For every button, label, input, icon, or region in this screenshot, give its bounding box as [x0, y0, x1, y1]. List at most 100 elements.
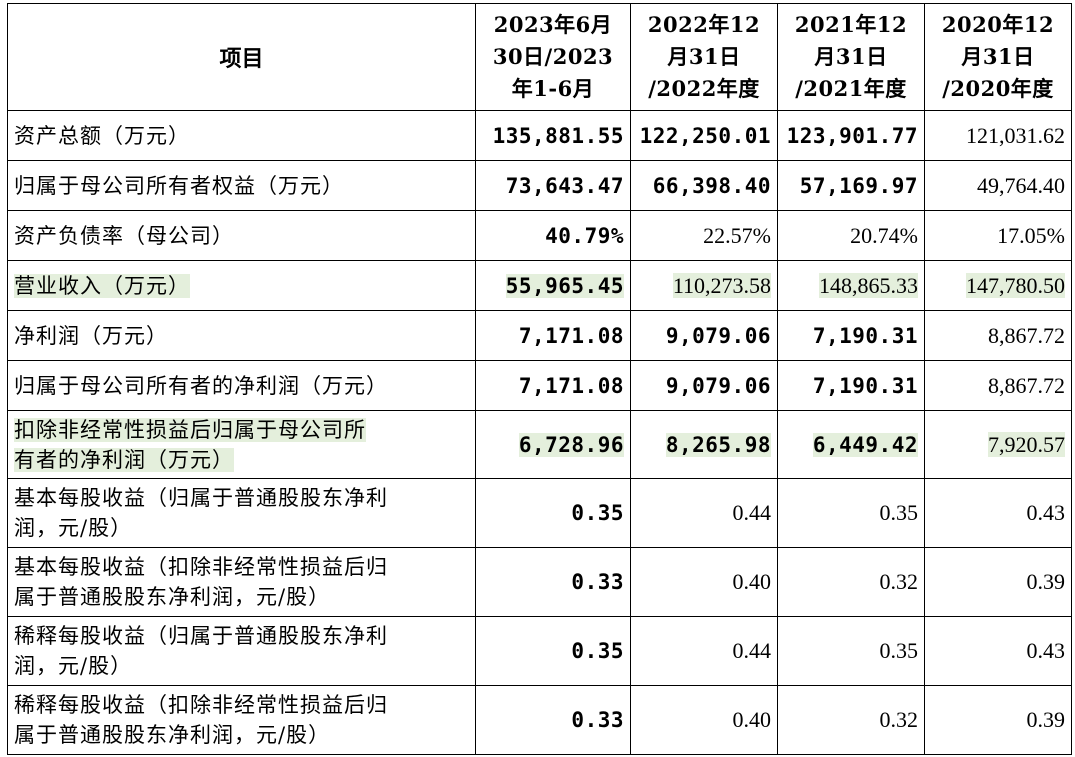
- label-line: 稀释每股收益（归属于普通股股东净利: [14, 624, 388, 648]
- row-label: 基本每股收益（扣除非经常性损益后归 属于普通股股东净利润，元/股）: [7, 547, 476, 617]
- value-cell: 0.43: [924, 616, 1072, 686]
- value-cell: 9,079.06: [630, 310, 778, 361]
- highlighted-text: 8,265.98: [665, 432, 771, 457]
- header-line: 月31日: [814, 44, 888, 69]
- value-cell: 7,171.08: [475, 310, 631, 361]
- row-label: 资产总额（万元）: [7, 110, 476, 161]
- value-cell: 17.05%: [924, 210, 1072, 261]
- value-cell: 135,881.55: [475, 110, 631, 161]
- value-cell: 0.33: [475, 685, 631, 755]
- label-line: 润，元/股）: [14, 516, 133, 540]
- value-cell: 0.33: [475, 547, 631, 617]
- value-cell: 0.32: [777, 547, 925, 617]
- highlighted-text: 148,865.33: [819, 272, 918, 298]
- label-line: 基本每股收益（扣除非经常性损益后归: [14, 555, 388, 579]
- value-cell: 7,171.08: [475, 360, 631, 411]
- value-cell: 49,764.40: [924, 160, 1072, 211]
- label-line: 扣除非经常性损益后归属于母公司所: [14, 415, 469, 445]
- header-col-2022: 2022年12 月31日 /2022年度: [630, 3, 778, 111]
- value-cell: 0.35: [777, 616, 925, 686]
- header-col-2023h1: 2023年6月 30日/2023 年1-6月: [475, 3, 631, 111]
- table-row: 稀释每股收益（归属于普通股股东净利 润，元/股） 0.35 0.44 0.35 …: [7, 616, 1072, 686]
- value-cell: 7,190.31: [777, 310, 925, 361]
- value-cell: 6,728.96: [475, 410, 631, 479]
- value-cell: 123,901.77: [777, 110, 925, 161]
- value-cell: 0.43: [924, 478, 1072, 548]
- highlighted-text: 110,273.58: [672, 272, 771, 298]
- table-row: 扣除非经常性损益后归属于母公司所 有者的净利润（万元） 6,728.96 8,2…: [7, 410, 1072, 479]
- label-line: 属于普通股股东净利润，元/股）: [14, 585, 331, 609]
- highlighted-text: 6,728.96: [518, 432, 624, 457]
- header-line: 2023年6月: [493, 12, 613, 37]
- value-cell: 22.57%: [630, 210, 778, 261]
- highlighted-text: 147,780.50: [966, 272, 1065, 298]
- value-cell: 8,265.98: [630, 410, 778, 479]
- highlighted-text: 有者的净利润（万元）: [14, 447, 234, 472]
- row-label: 归属于母公司所有者的净利润（万元）: [7, 360, 476, 411]
- header-col-2020: 2020年12 月31日 /2020年度: [924, 3, 1072, 111]
- row-label: 资产负债率（母公司）: [7, 210, 476, 261]
- table-row: 归属于母公司所有者的净利润（万元） 7,171.08 9,079.06 7,19…: [7, 360, 1072, 411]
- value-cell: 6,449.42: [777, 410, 925, 479]
- value-cell: 0.39: [924, 685, 1072, 755]
- row-label: 稀释每股收益（归属于普通股股东净利 润，元/股）: [7, 616, 476, 686]
- value-cell: 0.35: [777, 478, 925, 548]
- label-line: 基本每股收益（归属于普通股股东净利: [14, 486, 388, 510]
- header-item: 项目: [7, 3, 476, 111]
- highlighted-text: 7,920.57: [988, 431, 1065, 457]
- highlighted-text: 营业收入（万元）: [14, 273, 190, 298]
- value-cell: 9,079.06: [630, 360, 778, 411]
- header-line: 2021年12: [794, 12, 908, 37]
- value-cell: 8,867.72: [924, 360, 1072, 411]
- header-col-2021: 2021年12 月31日 /2021年度: [777, 3, 925, 111]
- header-line: 年1-6月: [511, 76, 595, 101]
- header-line: 月31日: [667, 44, 741, 69]
- value-cell: 66,398.40: [630, 160, 778, 211]
- value-cell: 8,867.72: [924, 310, 1072, 361]
- value-cell: 40.79%: [475, 210, 631, 261]
- value-cell: 73,643.47: [475, 160, 631, 211]
- value-cell: 7,920.57: [924, 410, 1072, 479]
- header-line: /2020年度: [942, 76, 1054, 101]
- header-line: /2021年度: [795, 76, 907, 101]
- row-label: 净利润（万元）: [7, 310, 476, 361]
- value-cell: 20.74%: [777, 210, 925, 261]
- header-line: 2022年12: [647, 12, 761, 37]
- table-row: 基本每股收益（归属于普通股股东净利 润，元/股） 0.35 0.44 0.35 …: [7, 478, 1072, 548]
- row-label: 基本每股收益（归属于普通股股东净利 润，元/股）: [7, 478, 476, 548]
- row-label: 扣除非经常性损益后归属于母公司所 有者的净利润（万元）: [7, 410, 476, 479]
- value-cell: 0.32: [777, 685, 925, 755]
- value-cell: 147,780.50: [924, 260, 1072, 311]
- table-row: 归属于母公司所有者权益（万元） 73,643.47 66,398.40 57,1…: [7, 160, 1072, 211]
- label-line: 属于普通股股东净利润，元/股）: [14, 723, 331, 747]
- highlighted-text: 6,449.42: [812, 432, 918, 457]
- table-row: 稀释每股收益（扣除非经常性损益后归 属于普通股股东净利润，元/股） 0.33 0…: [7, 685, 1072, 755]
- value-cell: 0.35: [475, 616, 631, 686]
- table-row: 资产负债率（母公司） 40.79% 22.57% 20.74% 17.05%: [7, 210, 1072, 261]
- header-row: 项目 2023年6月 30日/2023 年1-6月 2022年12 月31日 /…: [7, 3, 1072, 111]
- row-label: 稀释每股收益（扣除非经常性损益后归 属于普通股股东净利润，元/股）: [7, 685, 476, 755]
- table-row: 营业收入（万元） 55,965.45 110,273.58 148,865.33…: [7, 260, 1072, 311]
- highlighted-text: 扣除非经常性损益后归属于母公司所: [14, 417, 366, 442]
- financial-summary-table: 项目 2023年6月 30日/2023 年1-6月 2022年12 月31日 /…: [7, 3, 1072, 755]
- row-label: 营业收入（万元）: [7, 260, 476, 311]
- row-label: 归属于母公司所有者权益（万元）: [7, 160, 476, 211]
- value-cell: 0.40: [630, 547, 778, 617]
- highlighted-text: 55,965.45: [505, 273, 624, 298]
- label-line: 润，元/股）: [14, 654, 133, 678]
- header-line: /2022年度: [648, 76, 760, 101]
- value-cell: 0.44: [630, 478, 778, 548]
- value-cell: 148,865.33: [777, 260, 925, 311]
- table-row: 净利润（万元） 7,171.08 9,079.06 7,190.31 8,867…: [7, 310, 1072, 361]
- label-line: 有者的净利润（万元）: [14, 445, 469, 475]
- header-line: 月31日: [961, 44, 1035, 69]
- value-cell: 122,250.01: [630, 110, 778, 161]
- header-line: 30日/2023: [492, 44, 614, 69]
- value-cell: 0.44: [630, 616, 778, 686]
- table-row: 资产总额（万元） 135,881.55 122,250.01 123,901.7…: [7, 110, 1072, 161]
- label-line: 稀释每股收益（扣除非经常性损益后归: [14, 693, 388, 717]
- value-cell: 7,190.31: [777, 360, 925, 411]
- value-cell: 110,273.58: [630, 260, 778, 311]
- value-cell: 55,965.45: [475, 260, 631, 311]
- table-row: 基本每股收益（扣除非经常性损益后归 属于普通股股东净利润，元/股） 0.33 0…: [7, 547, 1072, 617]
